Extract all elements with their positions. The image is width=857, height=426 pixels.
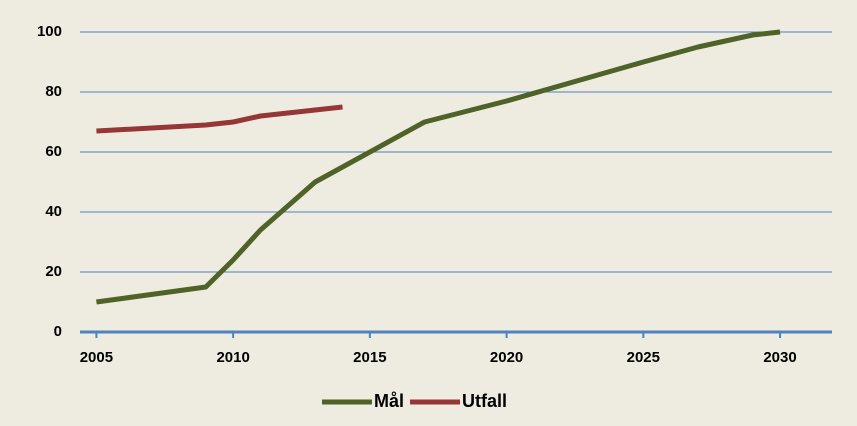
legend-label: Mål [374,391,404,411]
x-tick-label: 2005 [80,349,113,366]
x-tick-label: 2015 [353,349,386,366]
x-tick-label: 2025 [627,349,660,366]
y-tick-label: 0 [54,323,62,340]
y-tick-label: 80 [45,83,62,100]
line [96,104,343,134]
y-tick-label: 20 [45,263,62,280]
y-tick-label: 40 [45,203,62,220]
line [96,29,781,305]
y-tick-label: 60 [45,143,62,160]
x-tick-label: 2010 [216,349,249,366]
x-tick-label: 2030 [763,349,796,366]
x-tick-label: 2020 [490,349,523,366]
legend-label: Utfall [462,391,507,411]
y-tick-label: 100 [37,23,62,40]
